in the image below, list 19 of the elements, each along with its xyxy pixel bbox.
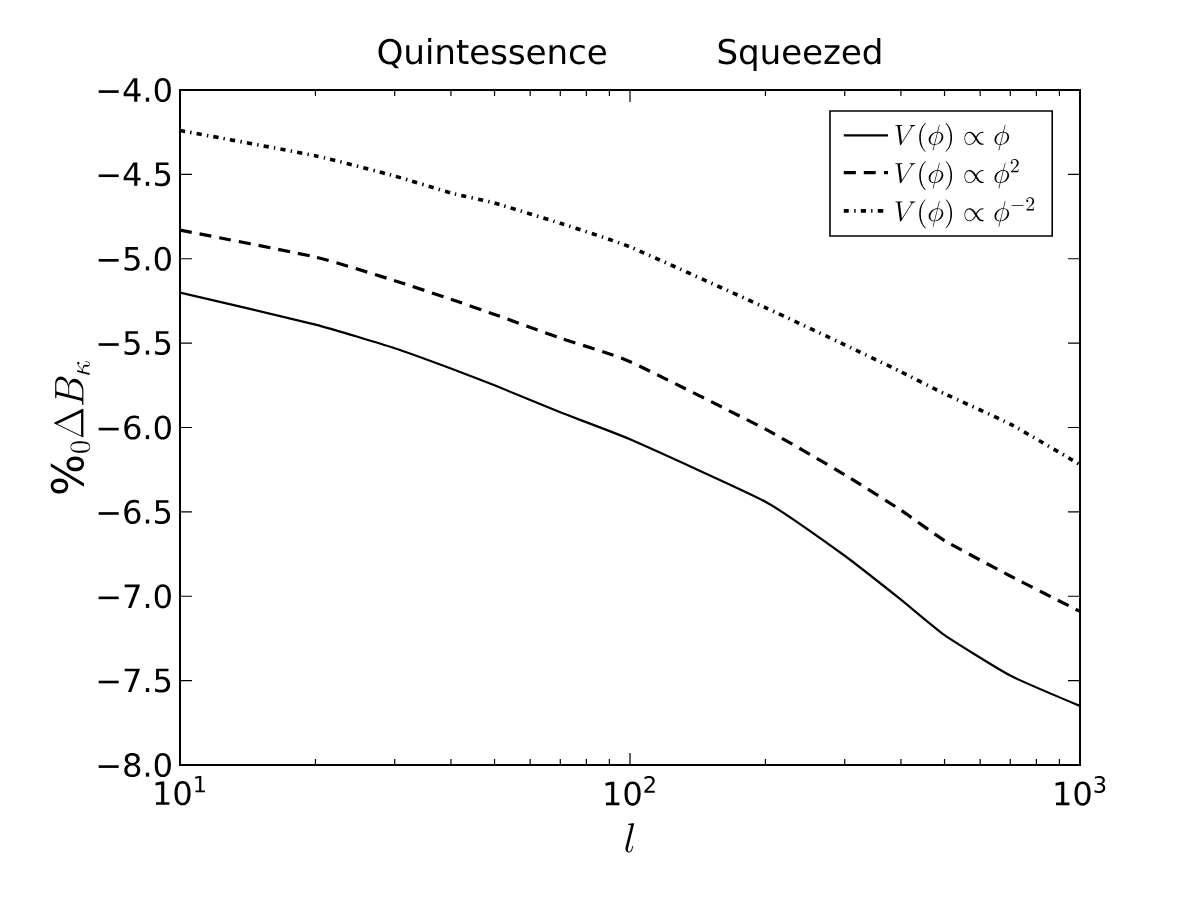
x-axis-title: $l$ bbox=[625, 823, 635, 853]
x-tick-label: 10$^{1}$ bbox=[155, 776, 205, 806]
y-tick-label: −6.5 bbox=[98, 499, 171, 524]
y-tick-label: −6.0 bbox=[98, 415, 171, 440]
y-tick-label: −5.0 bbox=[98, 246, 171, 271]
legend-label: $V(\phi)\propto\phi^2$ bbox=[895, 159, 1019, 190]
y-tick-label: −4.0 bbox=[98, 77, 171, 103]
y-tick-label: −4.5 bbox=[98, 162, 171, 187]
y-tick-label: −8.0 bbox=[98, 752, 171, 778]
chart-title: Quintessence bbox=[378, 38, 606, 69]
legend-label: $V(\phi)\propto\phi$ bbox=[895, 123, 1010, 152]
x-tick-label: 10$^{2}$ bbox=[605, 776, 655, 806]
x-tick-label: 10$^{3}$ bbox=[1055, 776, 1106, 806]
y-tick-label: −7.0 bbox=[98, 584, 171, 609]
y-tick-label: −5.5 bbox=[98, 331, 171, 356]
y-tick-label: −7.5 bbox=[98, 668, 171, 693]
legend-label: $V(\phi)\propto\phi^{-2}$ bbox=[895, 197, 1035, 229]
chart-subtitle: Squeezed bbox=[718, 38, 881, 71]
y-axis-title: $\%_0\Delta B_\kappa$ bbox=[50, 360, 91, 494]
